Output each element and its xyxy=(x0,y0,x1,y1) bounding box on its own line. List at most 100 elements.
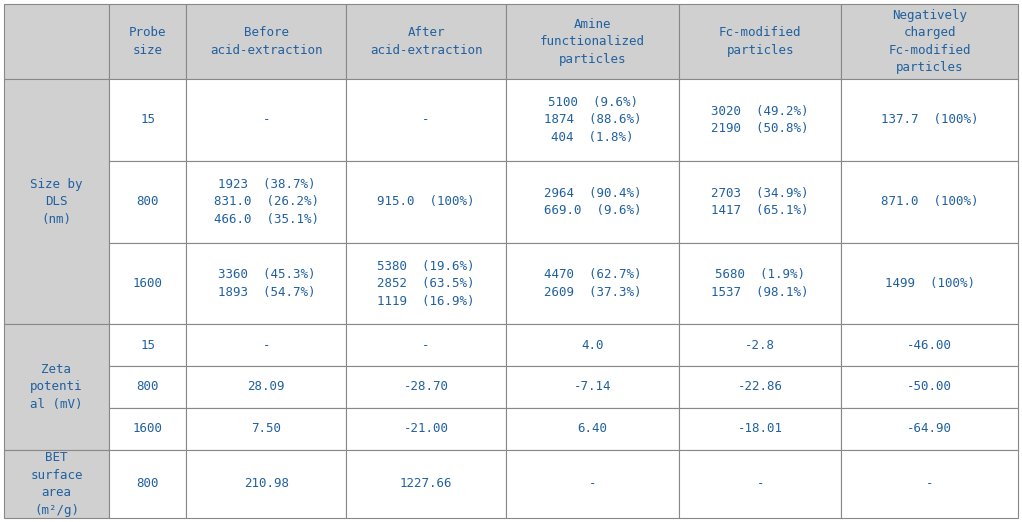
Text: -18.01: -18.01 xyxy=(738,422,783,435)
Bar xyxy=(506,79,680,161)
Text: Negatively: Negatively xyxy=(892,9,967,22)
Bar xyxy=(186,449,346,518)
Text: BET: BET xyxy=(45,451,67,464)
Text: 466.0  (35.1%): 466.0 (35.1%) xyxy=(214,213,319,226)
Bar xyxy=(506,324,680,366)
Bar xyxy=(186,79,346,161)
Bar xyxy=(109,4,186,79)
Bar xyxy=(841,324,1018,366)
Text: -2.8: -2.8 xyxy=(745,339,776,352)
Text: -7.14: -7.14 xyxy=(573,381,611,394)
Text: 5680  (1.9%): 5680 (1.9%) xyxy=(715,268,805,281)
Bar xyxy=(841,449,1018,518)
Text: 404  (1.8%): 404 (1.8%) xyxy=(551,131,634,144)
Text: 1537  (98.1%): 1537 (98.1%) xyxy=(711,286,809,299)
Bar xyxy=(109,449,186,518)
Bar xyxy=(186,408,346,449)
Text: surface: surface xyxy=(31,469,83,481)
Text: 137.7  (100%): 137.7 (100%) xyxy=(881,113,978,126)
Bar xyxy=(4,4,109,79)
Text: 2190  (50.8%): 2190 (50.8%) xyxy=(711,122,809,135)
Bar xyxy=(680,243,841,324)
Bar xyxy=(680,79,841,161)
Text: size: size xyxy=(133,44,162,57)
Text: 800: 800 xyxy=(137,195,159,208)
Text: 3020  (49.2%): 3020 (49.2%) xyxy=(711,105,809,118)
Bar xyxy=(680,449,841,518)
Bar xyxy=(346,449,506,518)
Text: Probe: Probe xyxy=(129,26,167,39)
Bar xyxy=(4,324,109,449)
Text: -21.00: -21.00 xyxy=(404,422,449,435)
Bar xyxy=(4,449,109,518)
Text: Amine: Amine xyxy=(573,18,611,31)
Text: particles: particles xyxy=(559,53,626,66)
Text: 1893  (54.7%): 1893 (54.7%) xyxy=(218,286,315,299)
Bar xyxy=(841,79,1018,161)
Text: 831.0  (26.2%): 831.0 (26.2%) xyxy=(214,195,319,208)
Text: functionalized: functionalized xyxy=(540,35,645,48)
Text: 1874  (88.6%): 1874 (88.6%) xyxy=(544,113,641,126)
Text: 800: 800 xyxy=(137,381,159,394)
Bar xyxy=(346,161,506,243)
Bar xyxy=(109,79,186,161)
Text: Size by: Size by xyxy=(31,178,83,191)
Text: 5100  (9.6%): 5100 (9.6%) xyxy=(548,96,638,109)
Text: particles: particles xyxy=(896,61,964,74)
Text: 3360  (45.3%): 3360 (45.3%) xyxy=(218,268,315,281)
Text: 871.0  (100%): 871.0 (100%) xyxy=(881,195,978,208)
Text: -: - xyxy=(756,477,764,490)
Text: 1923  (38.7%): 1923 (38.7%) xyxy=(218,178,315,191)
Text: -46.00: -46.00 xyxy=(908,339,953,352)
Text: 5380  (19.6%): 5380 (19.6%) xyxy=(377,259,475,272)
Text: 4470  (62.7%): 4470 (62.7%) xyxy=(544,268,641,281)
Text: acid-extraction: acid-extraction xyxy=(211,44,323,57)
Bar xyxy=(4,79,109,324)
Text: 2609  (37.3%): 2609 (37.3%) xyxy=(544,286,641,299)
Text: (m²/g): (m²/g) xyxy=(34,504,79,517)
Bar xyxy=(506,449,680,518)
Text: -50.00: -50.00 xyxy=(908,381,953,394)
Text: 4.0: 4.0 xyxy=(582,339,604,352)
Bar xyxy=(109,408,186,449)
Text: potenti: potenti xyxy=(31,381,83,394)
Text: 15: 15 xyxy=(140,113,155,126)
Text: 669.0  (9.6%): 669.0 (9.6%) xyxy=(544,204,641,217)
Bar xyxy=(346,79,506,161)
Text: -64.90: -64.90 xyxy=(908,422,953,435)
Text: -: - xyxy=(589,477,596,490)
Bar xyxy=(186,4,346,79)
Text: -: - xyxy=(263,339,270,352)
Text: 210.98: 210.98 xyxy=(244,477,289,490)
Bar xyxy=(841,4,1018,79)
Bar xyxy=(346,324,506,366)
Text: DLS: DLS xyxy=(45,195,67,208)
Text: -22.86: -22.86 xyxy=(738,381,783,394)
Text: -: - xyxy=(926,477,933,490)
Text: 1227.66: 1227.66 xyxy=(400,477,453,490)
Text: -: - xyxy=(422,339,430,352)
Text: 800: 800 xyxy=(137,477,159,490)
Text: acid-extraction: acid-extraction xyxy=(370,44,482,57)
Text: -28.70: -28.70 xyxy=(404,381,449,394)
Bar xyxy=(841,366,1018,408)
Bar xyxy=(680,324,841,366)
Text: 2703  (34.9%): 2703 (34.9%) xyxy=(711,186,809,199)
Bar xyxy=(346,366,506,408)
Bar xyxy=(186,324,346,366)
Bar xyxy=(680,4,841,79)
Text: particles: particles xyxy=(727,44,794,57)
Text: charged: charged xyxy=(903,26,956,39)
Text: 915.0  (100%): 915.0 (100%) xyxy=(377,195,475,208)
Bar xyxy=(841,243,1018,324)
Text: -: - xyxy=(263,113,270,126)
Bar xyxy=(186,161,346,243)
Bar xyxy=(506,243,680,324)
Bar xyxy=(841,408,1018,449)
Bar xyxy=(346,408,506,449)
Bar xyxy=(841,161,1018,243)
Text: 1499  (100%): 1499 (100%) xyxy=(885,277,975,290)
Text: 1600: 1600 xyxy=(133,422,162,435)
Text: Fc-modified: Fc-modified xyxy=(888,44,971,57)
Bar xyxy=(186,366,346,408)
